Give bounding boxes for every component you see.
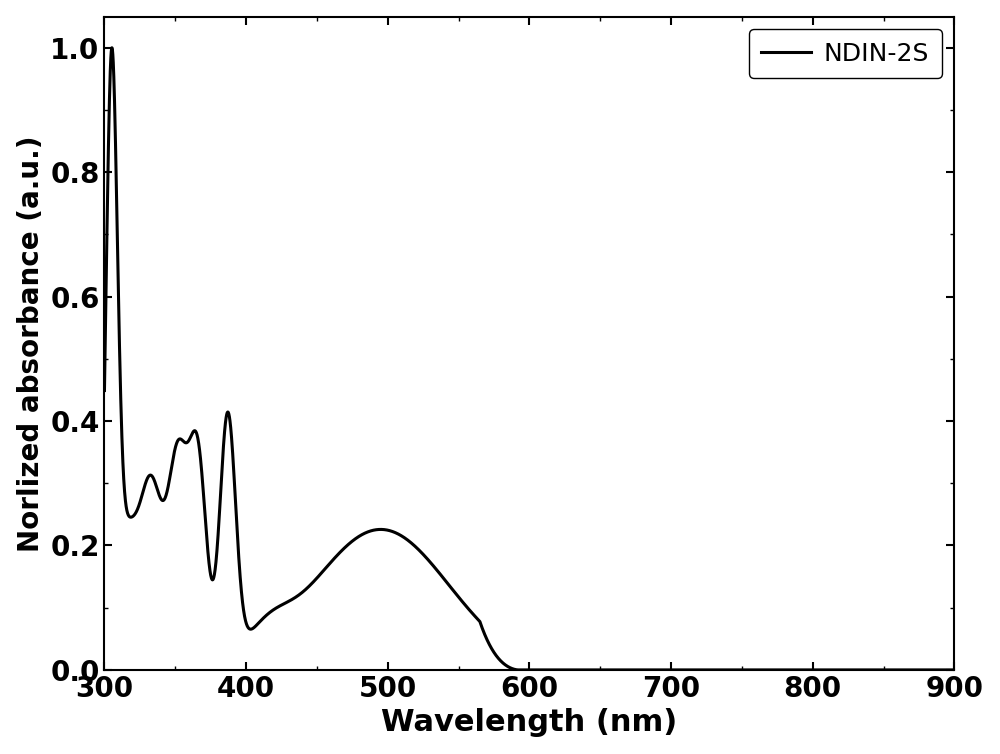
NDIN-2S [98, 386, 110, 395]
NDIN-2S [300, 584, 312, 593]
NDIN-2S [479, 632, 491, 641]
NDIN-2S [419, 552, 431, 561]
NDIN-2S [296, 588, 308, 597]
Y-axis label: Norlized absorbance (a.u.): Norlized absorbance (a.u.) [17, 135, 45, 551]
NDIN-2S [942, 665, 954, 674]
Legend: NDIN-2S: NDIN-2S [749, 29, 942, 78]
Line: NDIN-2S: NDIN-2S [104, 48, 954, 670]
X-axis label: Wavelength (nm): Wavelength (nm) [381, 708, 678, 737]
NDIN-2S [106, 43, 118, 52]
NDIN-2S [305, 580, 317, 589]
NDIN-2S [512, 665, 524, 674]
NDIN-2S [948, 665, 960, 674]
